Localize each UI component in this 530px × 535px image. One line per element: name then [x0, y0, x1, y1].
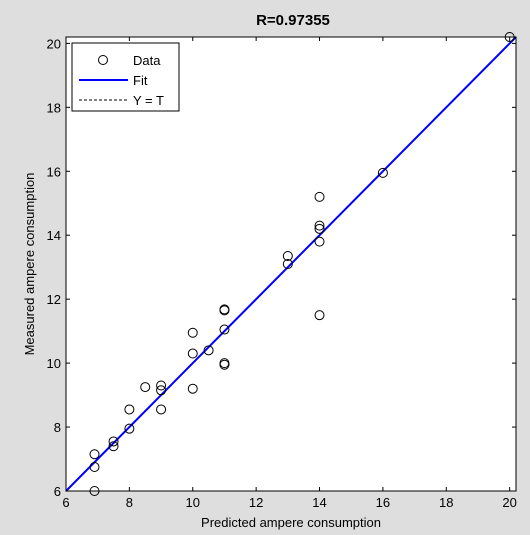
- y-tick-label: 6: [54, 484, 61, 499]
- x-tick-label: 8: [126, 495, 133, 510]
- fit-line: [65, 36, 517, 492]
- ticks-layer: 6 8 10 12 14 16 18 20 6 8 10 12 14 16 18 20: [47, 36, 517, 510]
- y-tick-label: 16: [47, 164, 61, 179]
- data-point: [108, 441, 119, 452]
- data-point: [314, 223, 325, 234]
- data-point: [187, 327, 198, 338]
- y-tick-label: 20: [47, 36, 61, 51]
- y-tick-label: 12: [47, 292, 61, 307]
- y-tick-label: 10: [47, 356, 61, 371]
- x-tick-label: 20: [502, 495, 516, 510]
- legend-yt-label: Y = T: [133, 93, 164, 108]
- data-point: [314, 236, 325, 247]
- x-tick-label: 12: [249, 495, 263, 510]
- x-axis-label: Predicted ampere consumption: [201, 515, 381, 530]
- data-point: [89, 449, 100, 460]
- data-layer: [65, 32, 517, 496]
- y-tick-label: 18: [47, 100, 61, 115]
- data-point: [124, 404, 135, 415]
- data-point: [140, 382, 151, 393]
- data-point: [187, 383, 198, 394]
- y-tick-label: 14: [47, 228, 61, 243]
- data-point: [156, 380, 167, 391]
- y-tick-label: 8: [54, 420, 61, 435]
- data-point: [219, 304, 230, 315]
- x-tick-label: 10: [186, 495, 200, 510]
- legend-fit-label: Fit: [133, 73, 148, 88]
- legend: Data Fit Y = T: [71, 42, 180, 112]
- legend-data-marker: [98, 55, 108, 65]
- data-point: [203, 345, 214, 356]
- data-point: [156, 404, 167, 415]
- legend-data-label: Data: [133, 53, 161, 68]
- data-point: [219, 324, 230, 335]
- x-tick-label: 6: [62, 495, 69, 510]
- data-point: [314, 191, 325, 202]
- data-point: [124, 423, 135, 434]
- x-tick-label: 16: [376, 495, 390, 510]
- data-point: [156, 385, 167, 396]
- data-point: [282, 259, 293, 269]
- x-tick-label: 14: [312, 495, 326, 510]
- x-tick-label: 18: [439, 495, 453, 510]
- plot-frame: [65, 36, 517, 492]
- data-point: [377, 167, 388, 178]
- data-point: [219, 358, 230, 369]
- data-point: [108, 436, 119, 447]
- data-point: [314, 220, 325, 231]
- data-point: [89, 462, 100, 473]
- data-point: [282, 251, 293, 262]
- data-point: [314, 310, 325, 321]
- data-point: [187, 348, 198, 359]
- chart-title: R=0.97355: [256, 12, 330, 29]
- y-axis-label: Measured ampere consumption: [22, 173, 37, 356]
